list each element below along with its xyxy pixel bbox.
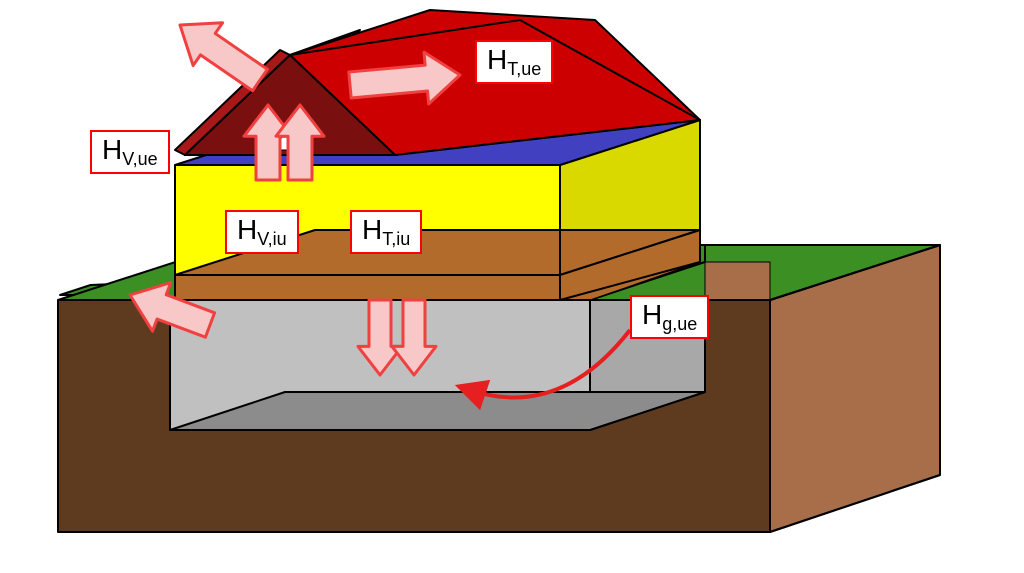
label-sub: g,ue xyxy=(662,314,697,334)
label-h_g_ue: Hg,ue xyxy=(630,295,709,339)
label-h_t_iu: HT,iu xyxy=(350,210,422,254)
label-main: H xyxy=(362,214,382,245)
label-sub: T,ue xyxy=(507,59,541,79)
label-sub: T,iu xyxy=(382,229,410,249)
label-h_v_iu: HV,iu xyxy=(225,210,299,254)
heat-loss-diagram xyxy=(0,0,1024,573)
label-main: H xyxy=(102,134,122,165)
label-main: H xyxy=(237,214,257,245)
label-sub: V,iu xyxy=(257,229,286,249)
label-h_t_ue: HT,ue xyxy=(475,40,553,84)
label-main: H xyxy=(642,299,662,330)
label-main: H xyxy=(487,44,507,75)
label-sub: V,ue xyxy=(122,149,157,169)
label-h_v_ue: HV,ue xyxy=(90,130,170,174)
